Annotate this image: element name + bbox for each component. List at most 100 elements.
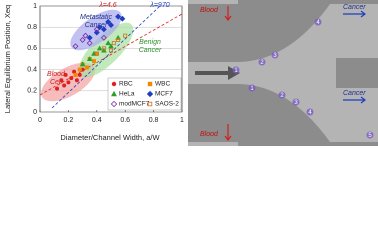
y-tick-label: 0.6 xyxy=(27,45,37,52)
cell-marker xyxy=(271,51,279,59)
point xyxy=(93,26,100,33)
annotation: Cell xyxy=(50,79,63,86)
cell-number: 1 xyxy=(234,68,238,74)
channel xyxy=(188,0,238,4)
cell-marker xyxy=(366,131,374,139)
point xyxy=(72,43,79,50)
annotation: Metastatic xyxy=(80,14,112,21)
cell-number: 4 xyxy=(316,20,320,26)
annotation: λ=970 xyxy=(149,2,169,9)
y-tick-label: 0 xyxy=(33,109,37,116)
cell-marker xyxy=(278,91,286,99)
point xyxy=(94,51,99,56)
legend-label: MCF7 xyxy=(155,91,173,98)
arrow xyxy=(224,6,232,21)
point xyxy=(63,72,68,77)
point xyxy=(82,32,89,39)
micrograph-label: Blood xyxy=(200,131,219,138)
lambda-line xyxy=(39,13,183,96)
legend-swatch xyxy=(147,81,153,87)
arrow xyxy=(343,10,366,18)
x-tick-label: 0.2 xyxy=(64,117,74,124)
point xyxy=(74,78,79,83)
legend-swatch xyxy=(147,101,153,107)
channel xyxy=(188,4,378,142)
point xyxy=(93,29,100,36)
legend-swatch xyxy=(111,90,117,97)
y-tick-label: 0.8 xyxy=(27,24,37,31)
point xyxy=(84,65,89,70)
legend-box xyxy=(107,77,182,111)
point xyxy=(86,56,93,61)
arrow xyxy=(224,124,232,141)
cell-number: 1 xyxy=(250,86,254,92)
point xyxy=(96,45,103,51)
x-tick-label: 1 xyxy=(180,117,184,124)
cell-number: 2 xyxy=(260,60,264,66)
x-tick-label: 0 xyxy=(38,117,42,124)
point xyxy=(116,37,121,42)
point xyxy=(73,72,78,77)
cell-marker xyxy=(314,18,322,26)
point xyxy=(105,18,112,25)
point xyxy=(115,13,122,20)
point xyxy=(109,48,114,53)
cell-number: 5 xyxy=(368,133,372,139)
legend-swatch xyxy=(111,81,117,87)
legend-swatch xyxy=(146,90,154,98)
annotation: Cancer xyxy=(139,47,162,54)
legend-label: RBC xyxy=(119,81,133,88)
y-tick-label: 1 xyxy=(33,3,37,10)
point xyxy=(79,61,86,67)
benign-region xyxy=(78,22,134,78)
point xyxy=(105,40,111,46)
y-tick-label: 0.2 xyxy=(27,88,37,95)
micrograph: Blood Cancer Cancer Blood 1 2 3 1 2 3 4 4 5 xyxy=(188,0,378,146)
arrow xyxy=(343,96,366,104)
cell-marker xyxy=(258,58,266,66)
point xyxy=(108,22,114,29)
cell-marker xyxy=(232,66,240,74)
cell-markers: 1 2 3 1 2 3 4 4 5 xyxy=(232,18,374,139)
cell-number: 3 xyxy=(273,53,277,59)
annotation: λ=4.6 xyxy=(98,2,116,9)
figure: Metastatic Cancer Benign Cancer Blood Ce… xyxy=(3,0,378,146)
y-axis-label: Lateral Equilibrium Position, Xeq xyxy=(3,5,12,113)
legend-label: WBC xyxy=(155,81,170,88)
point xyxy=(55,86,60,91)
point xyxy=(72,69,77,74)
cell-marker xyxy=(248,84,256,92)
annotation: Cancer xyxy=(85,22,108,29)
point xyxy=(77,72,82,77)
point xyxy=(100,34,107,41)
inlet-arrow xyxy=(228,66,240,80)
point xyxy=(108,43,114,49)
cell-marker xyxy=(292,98,300,106)
x-tick-label: 0.6 xyxy=(120,117,130,124)
point xyxy=(79,36,86,43)
point xyxy=(66,80,71,85)
legend-swatch xyxy=(110,100,118,108)
point xyxy=(111,41,116,46)
legend-label: HeLa xyxy=(119,91,135,98)
point xyxy=(62,83,67,88)
point xyxy=(91,59,96,64)
point xyxy=(69,76,74,81)
point xyxy=(59,78,64,83)
point xyxy=(123,33,128,38)
micrograph-label: Cancer xyxy=(343,4,366,11)
cell-number: 3 xyxy=(294,100,298,106)
cell-number: 4 xyxy=(308,110,312,116)
micrograph-label: Blood xyxy=(200,7,219,14)
point xyxy=(86,40,93,47)
point xyxy=(101,46,106,51)
legend-label: modMCF7 xyxy=(119,101,150,108)
point xyxy=(100,26,107,33)
cell-marker xyxy=(306,108,314,116)
annotation: Benign xyxy=(139,39,161,46)
point xyxy=(119,15,126,22)
annotation: Blood xyxy=(47,71,66,78)
legend-label: SAOS-2 xyxy=(155,101,179,108)
channel xyxy=(188,142,238,146)
x-tick-label: 0.8 xyxy=(149,117,159,124)
